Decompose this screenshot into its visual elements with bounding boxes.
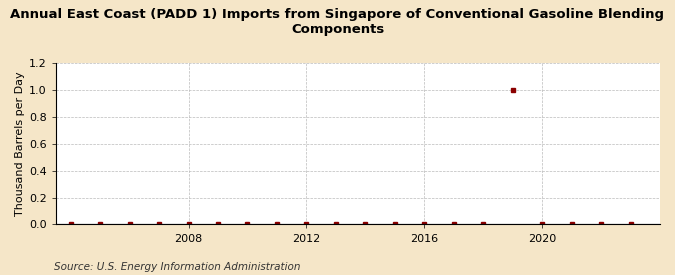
Text: Source: U.S. Energy Information Administration: Source: U.S. Energy Information Administ… xyxy=(54,262,300,272)
Text: Annual East Coast (PADD 1) Imports from Singapore of Conventional Gasoline Blend: Annual East Coast (PADD 1) Imports from … xyxy=(11,8,664,36)
Y-axis label: Thousand Barrels per Day: Thousand Barrels per Day xyxy=(15,72,25,216)
